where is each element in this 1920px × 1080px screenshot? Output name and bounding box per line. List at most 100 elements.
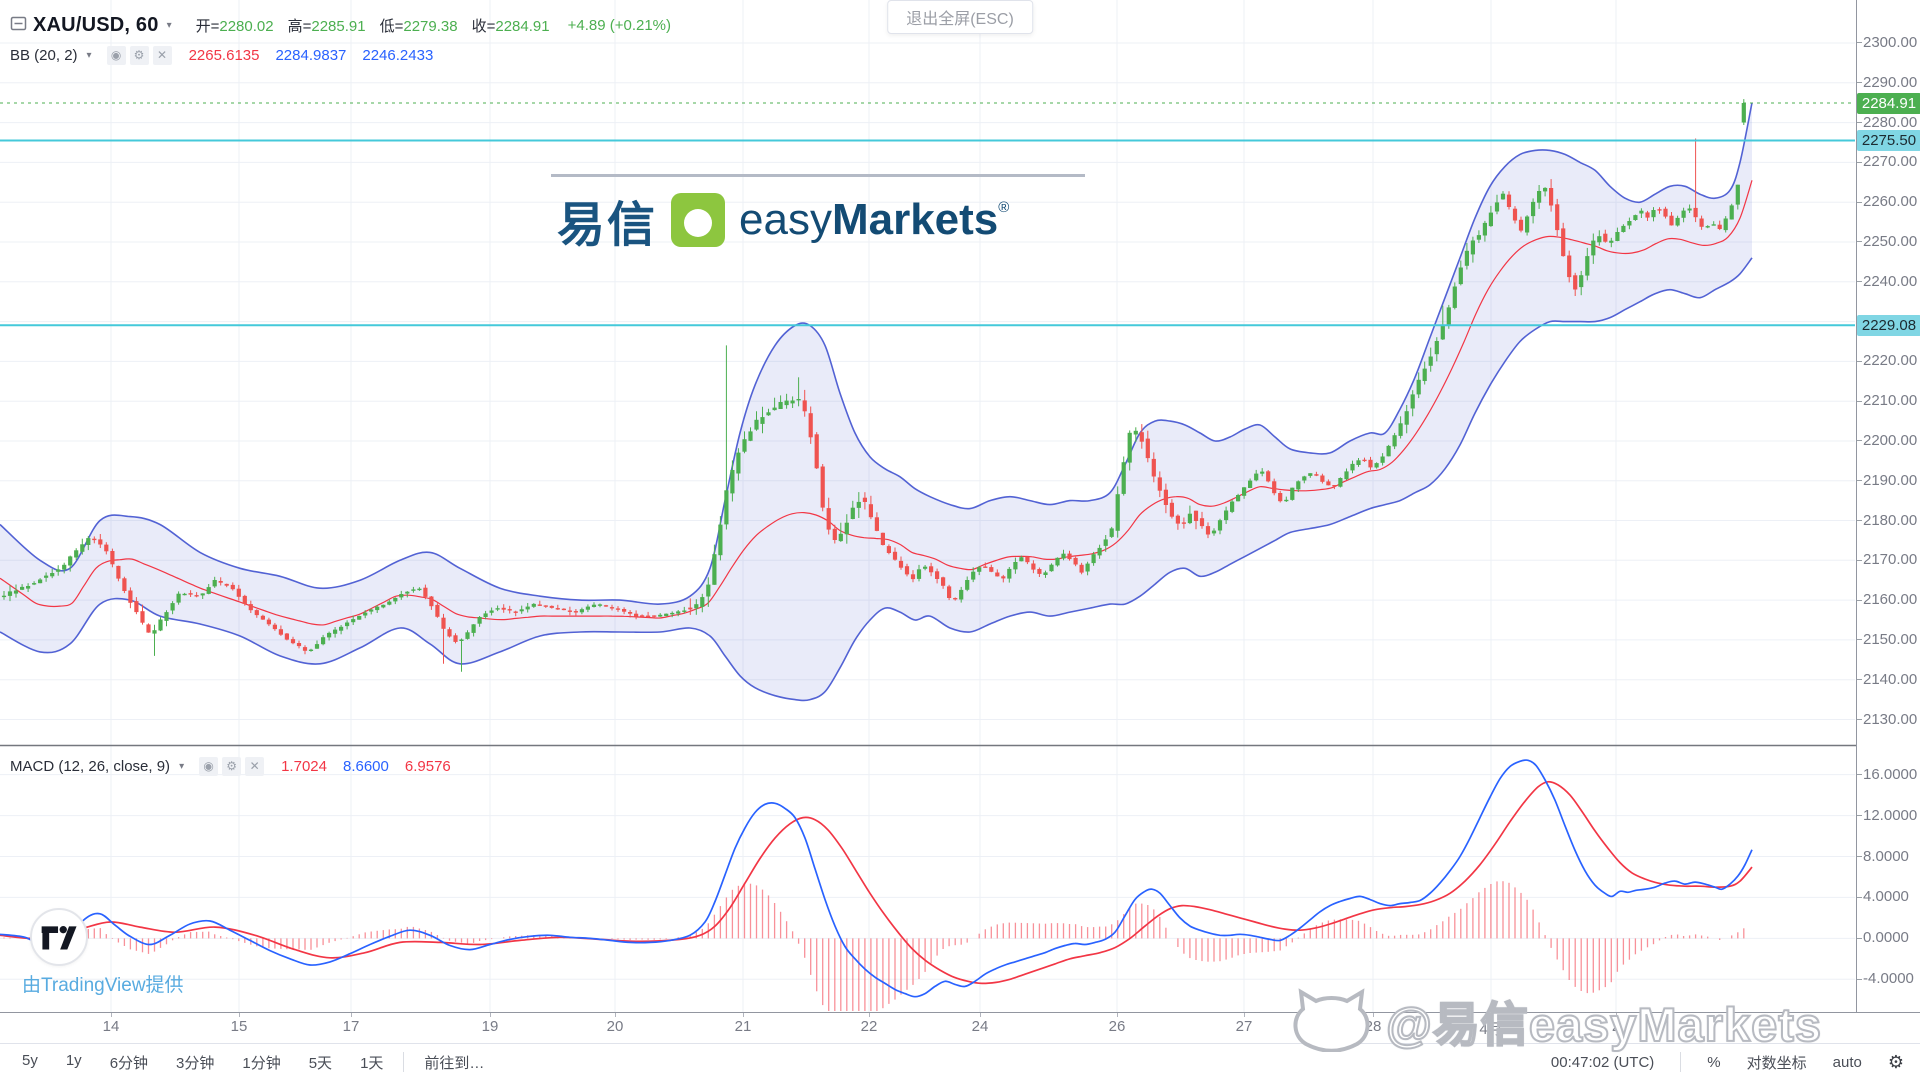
tradingview-attribution-text[interactable]: 由TradingView提供	[22, 975, 184, 996]
time-tick-label: 4月	[1479, 1021, 1503, 1038]
eye-icon[interactable]: ◉	[199, 757, 219, 776]
percent-scale-button[interactable]: %	[1707, 1053, 1721, 1071]
clock-utc[interactable]: 00:47:02 (UTC)	[1550, 1053, 1655, 1071]
toolbar-divider	[1680, 1052, 1682, 1072]
bb-value: 2265.6135	[188, 47, 260, 64]
macd-value: 1.7024	[281, 758, 327, 775]
toolbar-divider	[403, 1052, 405, 1072]
chevron-down-icon[interactable]: ▾	[179, 761, 185, 772]
gear-icon[interactable]: ⚙	[222, 757, 242, 776]
price-tick-label: 2170.00	[1863, 551, 1918, 569]
range-button-5天[interactable]: 5天	[308, 1054, 333, 1072]
time-tick-label: 24	[971, 1018, 989, 1035]
ohlc-values: 开=2280.02 高=2285.91 低=2279.38 收=2284.91	[196, 15, 550, 36]
macd-tick-label: 4.0000	[1863, 888, 1909, 906]
macd-value: 8.6600	[342, 758, 389, 775]
macd-pane	[0, 759, 1753, 1011]
time-axis[interactable]: 14 15 17 19 20 21 22 24 26 27 28 4月 2	[0, 1012, 1920, 1043]
price-pane	[0, 99, 1855, 702]
bollinger-fill	[0, 102, 1752, 701]
auto-scale-button[interactable]: auto	[1832, 1053, 1862, 1071]
bb-values: 2265.6135 2284.9837 2246.2433	[189, 47, 434, 64]
macd-tick-label: -4.0000	[1863, 970, 1914, 988]
log-scale-button[interactable]: 对数坐标	[1746, 1054, 1807, 1072]
indicator-controls: ◉ ⚙ ✕	[199, 757, 265, 776]
bb-value: 2284.9837	[275, 47, 347, 64]
price-tick-label: 2160.00	[1863, 591, 1918, 609]
price-tick-label: 2210.00	[1863, 392, 1918, 410]
time-tick-label: 21	[734, 1018, 752, 1035]
symbol-menu-icon[interactable]	[10, 15, 27, 37]
symbol-title[interactable]: XAU/USD, 60	[33, 14, 159, 36]
price-tick-label: 2250.00	[1863, 232, 1918, 250]
ohlc-item: 收=2284.91	[471, 18, 550, 35]
price-badge: 2229.08	[1857, 314, 1920, 336]
range-button-3分钟[interactable]: 3分钟	[176, 1054, 215, 1072]
range-button-1y[interactable]: 1y	[65, 1051, 82, 1069]
price-tick-label: 2180.00	[1863, 511, 1918, 529]
price-tick-label: 2220.00	[1863, 352, 1918, 370]
bottom-toolbar: 5y 1y 6分钟 3分钟 1分钟 5天 1天 前往到… 00:47:02 (UTC) % 对…	[0, 1043, 1920, 1080]
easymarkets-logo: 易信 easyMarkets®	[551, 174, 1085, 255]
range-button-1天[interactable]: 1天	[360, 1054, 384, 1072]
time-tick-label: 17	[342, 1018, 360, 1035]
logo-divider	[551, 174, 1085, 177]
chevron-down-icon[interactable]: ▾	[166, 20, 172, 31]
price-tick-label: 2130.00	[1863, 710, 1918, 728]
macd-line	[0, 759, 1753, 998]
scale-controls: 00:47:02 (UTC) % 对数坐标 auto ⚙	[1551, 1052, 1904, 1073]
bb-value: 2246.2433	[362, 47, 434, 64]
macd-tick-label: 8.0000	[1863, 847, 1909, 865]
ohlc-item: 低=2279.38	[379, 18, 458, 35]
gear-icon[interactable]: ⚙	[129, 46, 149, 65]
time-tick-label: 27	[1235, 1018, 1253, 1035]
range-buttons: 5y 1y 6分钟 3分钟 1分钟 5天 1天	[22, 1052, 383, 1073]
ohlc-item: 高=2285.91	[287, 18, 366, 35]
exit-fullscreen-text: 退出全屏(ESC)	[906, 11, 1014, 28]
range-button-5y[interactable]: 5y	[22, 1051, 38, 1069]
price-axis[interactable]: 2300.00 2290.00 2280.00 2270.00 2260.00 2250.…	[1856, 0, 1920, 1012]
indicator-controls: ◉ ⚙ ✕	[106, 46, 172, 65]
chevron-down-icon[interactable]: ▾	[86, 50, 92, 61]
price-tick-label: 2150.00	[1863, 630, 1918, 648]
price-tick-label: 2140.00	[1863, 670, 1918, 688]
price-tick-label: 2240.00	[1863, 272, 1918, 290]
time-tick-label: 20	[606, 1018, 624, 1035]
brand-chinese-name: 易信	[557, 199, 658, 252]
macd-signal-line	[0, 780, 1753, 985]
chart-header: XAU/USD, 60 ▾ 开=2280.02 高=2285.91 低=2279.3…	[10, 14, 671, 37]
price-tick-label: 2260.00	[1863, 193, 1918, 211]
price-badge: 2284.91	[1857, 92, 1920, 114]
grid-layer	[0, 0, 1855, 1012]
tradingview-attribution[interactable]: 由TradingView提供	[22, 908, 184, 997]
exit-fullscreen-toast: 退出全屏(ESC)	[887, 0, 1033, 34]
macd-value: 6.9576	[404, 758, 451, 775]
goto-date-button[interactable]: 前往到…	[424, 1054, 485, 1072]
time-tick-label: 2	[1611, 1018, 1621, 1035]
range-button-6分钟[interactable]: 6分钟	[109, 1054, 149, 1072]
brand-english-name: easyMarkets®	[739, 195, 1010, 244]
time-tick-label: 19	[481, 1018, 499, 1035]
close-icon[interactable]: ✕	[245, 757, 265, 776]
macd-indicator-label[interactable]: MACD (12, 26, close, 9)	[10, 758, 171, 775]
time-tick-label: 14	[102, 1018, 120, 1035]
macd-tick-label: 12.0000	[1863, 806, 1918, 824]
price-tick-label: 2300.00	[1863, 33, 1918, 51]
tradingview-logo-icon[interactable]	[30, 908, 88, 966]
close-icon[interactable]: ✕	[152, 46, 172, 65]
easymarkets-logo-icon	[671, 193, 726, 247]
time-tick-label: 22	[860, 1018, 878, 1035]
range-button-1分钟[interactable]: 1分钟	[242, 1054, 281, 1072]
settings-gear-icon[interactable]: ⚙	[1887, 1051, 1904, 1072]
eye-icon[interactable]: ◉	[106, 46, 126, 65]
price-tick-label: 2270.00	[1863, 153, 1918, 171]
bb-indicator-label[interactable]: BB (20, 2)	[10, 47, 78, 64]
candles-layer	[1, 99, 1746, 672]
time-tick-label: 15	[230, 1018, 248, 1035]
time-tick-label: 26	[1108, 1018, 1126, 1035]
price-tick-label: 2290.00	[1863, 73, 1918, 91]
price-tick-label: 2190.00	[1863, 471, 1918, 489]
time-tick-label: 28	[1364, 1018, 1382, 1035]
price-tick-label: 2280.00	[1863, 113, 1918, 131]
